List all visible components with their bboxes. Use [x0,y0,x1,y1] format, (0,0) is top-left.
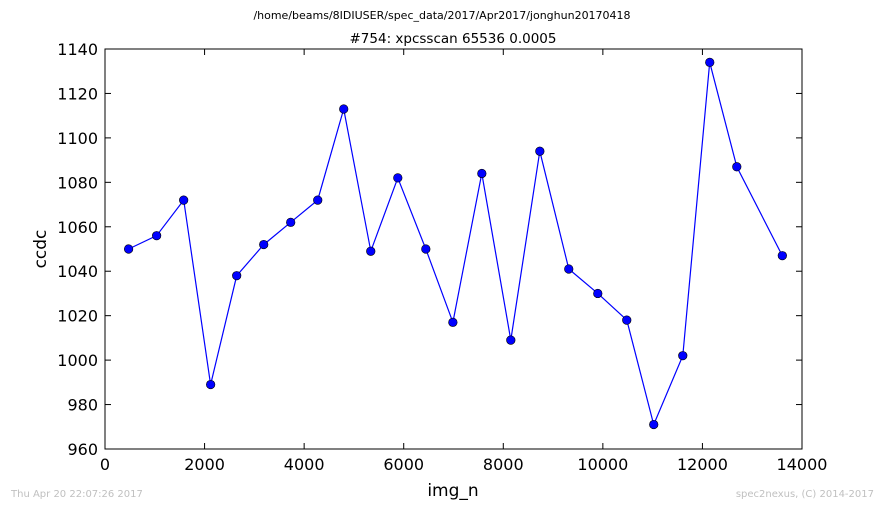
x-tick-label: 10000 [577,455,628,474]
series-line [128,62,783,427]
data-point [206,379,216,390]
ticks-layer: 0 2000 4000 6000 8000 10000 12000 14000 960 980 10… [57,40,827,474]
data-point [477,168,487,179]
x-tick-label: 12000 [677,455,728,474]
data-point [448,317,458,327]
data-point [393,173,403,183]
data-point [286,217,296,227]
data-point [313,195,323,205]
y-tick-label: 980 [67,396,98,415]
x-tick-label: 8000 [483,455,524,474]
plot-frame [104,48,803,450]
y-tick-label: 1020 [57,307,98,326]
data-point [339,104,349,114]
data-point [152,231,162,241]
data-point [123,244,134,254]
data-point [366,246,376,256]
y-tick-label: 1100 [57,129,98,148]
data-point [705,57,715,67]
data-point [593,288,603,299]
x-tick-label: 6000 [383,455,424,474]
data-point [421,244,431,254]
x-tick-label: 4000 [284,455,325,474]
data-point [649,419,659,430]
y-tick-label: 1120 [57,84,98,103]
data-point [506,335,516,345]
data-point [622,315,632,325]
x-tick-label: 14000 [777,455,828,474]
chart-title: #754: xpcsscan 65536 0.0005 [350,31,557,47]
chart-suptitle: /home/beams/8IDIUSER/spec_data/2017/Apr2… [253,9,630,22]
y-tick-label: 1060 [57,218,98,237]
footer-credit: spec2nexus, (C) 2014-2017 [735,489,874,500]
series-layer [123,57,787,430]
data-point [732,162,742,172]
data-point [179,195,189,205]
y-tick-label: 1000 [57,351,98,370]
data-point [564,264,574,274]
x-axis-label: img_n [427,481,478,501]
y-tick-label: 1040 [57,262,98,281]
y-tick-label: 1140 [57,40,98,59]
y-axis-label: ccdc [31,230,51,269]
x-tick-label: 0 [100,455,110,474]
data-point [535,146,545,156]
y-tick-label: 1080 [57,173,98,192]
y-tick-label: 960 [67,440,98,459]
data-point [777,251,787,261]
data-point [259,239,269,250]
data-point [678,351,688,361]
x-tick-label: 2000 [184,455,225,474]
footer-timestamp: Thu Apr 20 22:07:26 2017 [11,489,143,500]
data-point [232,271,242,281]
